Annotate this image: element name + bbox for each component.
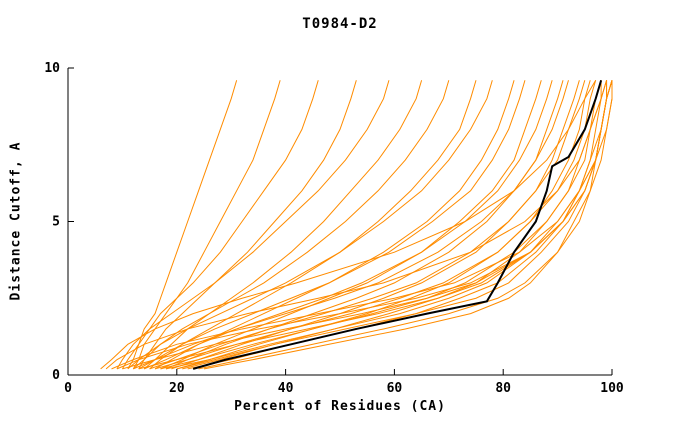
x-tick-label: 60	[387, 381, 403, 396]
y-tick-label: 0	[52, 368, 60, 383]
curve-model-14	[165, 80, 564, 370]
x-tick-label: 20	[169, 381, 185, 396]
curve-model-09	[127, 80, 493, 370]
curve-model-03	[121, 80, 319, 370]
x-tick-label: 40	[278, 381, 294, 396]
curve-model-01	[127, 80, 238, 370]
curve-model-21	[160, 80, 602, 370]
x-axis-label: Percent of Residues (CA)	[234, 399, 446, 414]
x-tick-label: 80	[495, 381, 511, 396]
curve-model-32	[100, 80, 597, 370]
curve-model-31	[203, 80, 608, 370]
curve-model-30	[105, 80, 608, 370]
y-axis-label: Distance Cutoff, A	[8, 141, 24, 301]
y-tick-label: 10	[44, 61, 60, 76]
curve-model-12	[160, 80, 542, 370]
curve-model-23	[165, 80, 608, 370]
x-tick-label: 100	[600, 381, 624, 396]
curve-model-13	[143, 80, 553, 370]
curve-model-02	[132, 80, 281, 370]
curve-highlighted-model	[192, 79, 603, 370]
curve-model-05	[116, 80, 390, 370]
curve-model-08	[149, 80, 477, 370]
chart-title: T0984-D2	[302, 16, 378, 32]
x-tick-label: 0	[64, 381, 72, 396]
curve-model-04	[138, 80, 357, 370]
curve-model-29	[198, 80, 613, 370]
curve-model-19	[154, 80, 597, 370]
curve-model-06	[143, 80, 423, 370]
curve-model-26	[176, 80, 613, 370]
y-tick-label: 5	[52, 215, 60, 230]
curve-model-18	[176, 80, 591, 370]
curve-model-28	[116, 80, 613, 370]
curve-model-07	[132, 80, 450, 370]
curve-model-11	[138, 80, 526, 370]
